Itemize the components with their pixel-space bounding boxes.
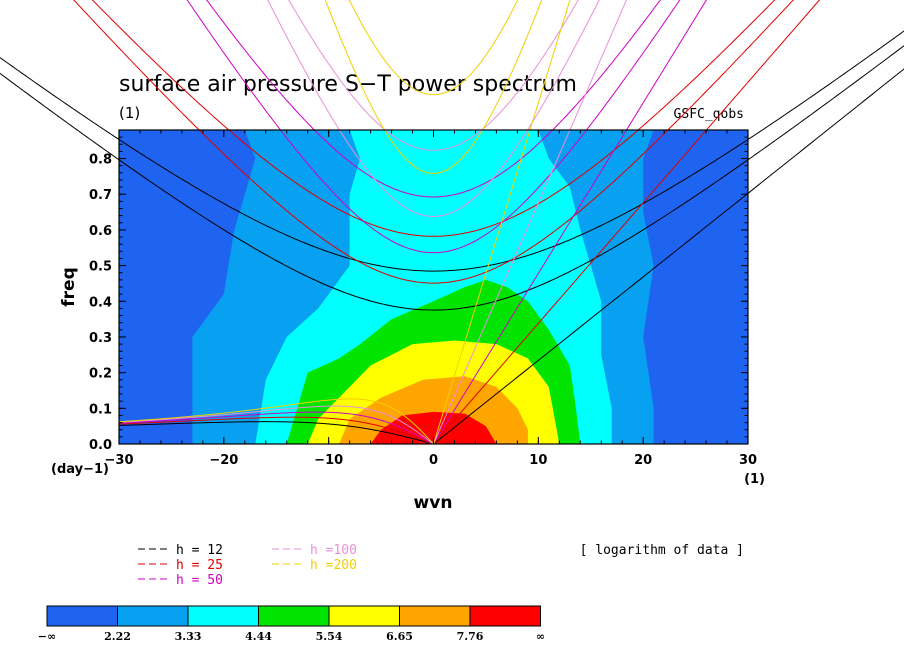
x-tick-label: 10: [529, 453, 547, 468]
x-tick-label: −20: [209, 453, 238, 468]
legend-label: h = 50: [176, 573, 223, 588]
colorbar-segment: [469, 605, 541, 627]
kelvin-curve-h100: [433, 0, 628, 445]
dispersion-curves: [0, 0, 904, 445]
legend-label: h = 12: [176, 543, 223, 558]
data-note: [ logarithm of data ]: [580, 543, 744, 558]
chart-title: surface air pressure S−T power spectrum: [119, 72, 577, 97]
kelvin-curve-h50: [433, 0, 707, 445]
rossby-curve-h100: [118, 405, 434, 444]
colorbar-segment: [46, 605, 118, 627]
rossby-curve-h50: [118, 411, 434, 445]
colorbar-label: 6.65: [386, 630, 413, 643]
x-tick-label: −10: [314, 453, 343, 468]
gravity-curve-n2-h25: [91, 0, 776, 237]
y-unit-label: (day−1): [51, 462, 109, 477]
gravity-curve-n2-h200: [348, 0, 519, 96]
colorbar-segment: [117, 605, 189, 627]
colorbar-label: 3.33: [175, 630, 202, 643]
y-tick-label: 0.3: [89, 331, 112, 346]
y-tick-label: 0.1: [89, 402, 112, 417]
kelvin-curve-h25: [433, 0, 821, 445]
colorbar-label: 2.22: [104, 630, 131, 643]
legend-item: h =200: [272, 558, 357, 573]
colorbar-segment: [258, 605, 330, 627]
legend-label: h = 25: [176, 558, 223, 573]
x-tick-label: 0: [429, 453, 438, 468]
y-tick-label: 0.2: [89, 367, 112, 382]
legend-item: h = 25: [138, 558, 223, 573]
colorbar-label: −∞: [38, 630, 56, 643]
y-tick-label: 0.0: [89, 438, 112, 453]
gravity-curve-n2-h12: [0, 30, 904, 272]
colorbar-label: ∞: [536, 630, 545, 643]
gravity-curve-n2-h50: [206, 0, 661, 198]
x-tick-label: 20: [634, 453, 652, 468]
colorbar-label: 4.44: [245, 630, 272, 643]
legend-item: h =100: [272, 543, 357, 558]
x-unit-label: (1): [744, 472, 765, 487]
gravity-curve-n1-h200: [324, 0, 543, 174]
y-axis-label: freq: [59, 267, 79, 306]
legend-item: h = 12: [138, 543, 223, 558]
y-tick-label: 0.8: [89, 153, 112, 168]
colorbar-segment: [399, 605, 471, 627]
colorbar-label: 7.76: [457, 630, 484, 643]
rossby-curve-h200: [118, 398, 434, 444]
legend-item: h = 50: [138, 573, 223, 588]
gravity-curve-n1-h12: [0, 45, 904, 311]
kelvin-curve-h12: [433, 68, 904, 445]
legend-label: h =200: [310, 558, 357, 573]
x-tick-label: −30: [105, 453, 134, 468]
colorbar-label: 5.54: [316, 630, 343, 643]
y-tick-label: 0.5: [89, 260, 112, 275]
gravity-curve-n1-h100: [267, 0, 600, 217]
y-tick-label: 0.6: [89, 224, 112, 239]
colorbar: −∞ 2.22 3.33 4.44 5.54 6.65 7.76 ∞: [38, 605, 545, 643]
chart-subtitle: (1): [119, 104, 140, 122]
y-axis: 0.0 0.1 0.2 0.3 0.4 0.5 0.6 0.7 0.8: [89, 136, 748, 453]
gravity-curve-n1-h50: [186, 0, 681, 254]
colorbar-segment: [328, 605, 400, 627]
model-label: GSFC_qobs: [674, 107, 744, 122]
rossby-curve-h25: [118, 416, 434, 445]
kelvin-curve-h200: [433, 0, 571, 445]
y-tick-label: 0.4: [89, 295, 112, 310]
x-axis: −30 −20 −10 0 10 20 30: [105, 130, 757, 468]
colorbar-segment: [187, 605, 259, 627]
x-tick-label: 30: [739, 453, 757, 468]
rossby-curve-h12: [118, 421, 434, 445]
y-tick-label: 0.7: [89, 188, 112, 203]
gravity-curve-n2-h100: [288, 0, 579, 151]
plot-area: [119, 130, 748, 444]
x-axis-label: wvn: [414, 493, 453, 513]
gravity-curve-n1-h25: [73, 0, 794, 284]
legend-label: h =100: [310, 543, 357, 558]
